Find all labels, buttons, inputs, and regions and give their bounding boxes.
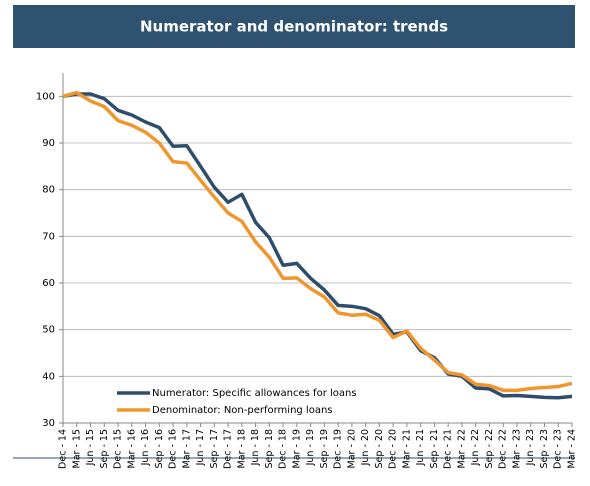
x-tick-label: Jun - 18 bbox=[250, 429, 261, 466]
x-tick-label: Sep - 19 bbox=[319, 429, 330, 468]
x-tick-label: Jun - 19 bbox=[305, 429, 316, 466]
x-tick-label: Mar - 20 bbox=[346, 429, 357, 468]
x-tick-label: Mar - 18 bbox=[236, 429, 247, 468]
x-tick-label: Mar - 23 bbox=[511, 429, 522, 468]
x-tick-label: Jun - 20 bbox=[360, 429, 371, 466]
x-tick-label: Mar - 24 bbox=[567, 429, 578, 468]
x-tick-label: Jun - 23 bbox=[525, 429, 536, 466]
x-tick-label: Dec - 18 bbox=[278, 429, 289, 469]
y-tick-label: 30 bbox=[42, 418, 55, 429]
x-tick-label: Mar - 21 bbox=[401, 429, 412, 468]
y-tick-label: 80 bbox=[42, 185, 55, 196]
x-tick-label: Dec - 16 bbox=[168, 429, 179, 469]
x-tick-label: Sep - 22 bbox=[484, 429, 495, 468]
x-tick-label: Sep - 23 bbox=[539, 429, 550, 468]
x-tick-label: Mar - 22 bbox=[456, 429, 467, 468]
x-tick-label: Jun - 16 bbox=[140, 429, 151, 466]
x-tick-label: Dec - 14 bbox=[58, 429, 69, 469]
legend-label: Numerator: Specific allowances for loans bbox=[152, 388, 357, 399]
series-line bbox=[62, 90, 573, 393]
x-tick-label: Dec - 15 bbox=[113, 429, 124, 469]
y-tick-label: 40 bbox=[42, 371, 55, 382]
y-tick-label: 60 bbox=[42, 278, 55, 289]
x-tick-label: Dec - 22 bbox=[498, 429, 509, 469]
x-tick-label: Dec - 19 bbox=[333, 429, 344, 469]
x-tick-label: Sep - 17 bbox=[209, 429, 220, 468]
x-tick-label: Mar - 15 bbox=[71, 429, 82, 468]
x-tick-label: Mar - 16 bbox=[126, 429, 137, 468]
x-tick-label: Sep - 21 bbox=[429, 429, 440, 468]
x-tick-label: Sep - 16 bbox=[154, 429, 165, 468]
x-tick-label: Sep - 15 bbox=[99, 429, 110, 468]
x-tick-label: Mar - 17 bbox=[181, 429, 192, 468]
chart-title: Numerator and denominator: trends bbox=[140, 18, 448, 36]
legend-label: Denominator: Non-performing loans bbox=[152, 405, 333, 416]
header-bar bbox=[13, 5, 575, 48]
y-tick-label: 100 bbox=[36, 91, 55, 102]
x-tick-label: Sep - 20 bbox=[374, 429, 385, 468]
x-tick-label: Jun - 21 bbox=[415, 429, 426, 466]
x-tick-label: Dec - 23 bbox=[553, 429, 564, 469]
x-tick-label: Jun - 15 bbox=[85, 429, 96, 466]
y-tick-label: 70 bbox=[42, 231, 55, 242]
x-tick-label: Dec - 21 bbox=[443, 429, 454, 469]
x-tick-label: Mar - 19 bbox=[291, 429, 302, 468]
x-tick-label: Jun - 22 bbox=[470, 429, 481, 466]
x-tick-label: Dec - 17 bbox=[223, 429, 234, 469]
x-tick-label: Sep - 18 bbox=[264, 429, 275, 468]
x-tick-label: Dec - 20 bbox=[388, 429, 399, 469]
series-line bbox=[62, 92, 573, 400]
y-tick-label: 50 bbox=[42, 325, 55, 336]
y-tick-label: 90 bbox=[42, 138, 55, 149]
x-tick-label: Jun - 17 bbox=[195, 429, 206, 466]
